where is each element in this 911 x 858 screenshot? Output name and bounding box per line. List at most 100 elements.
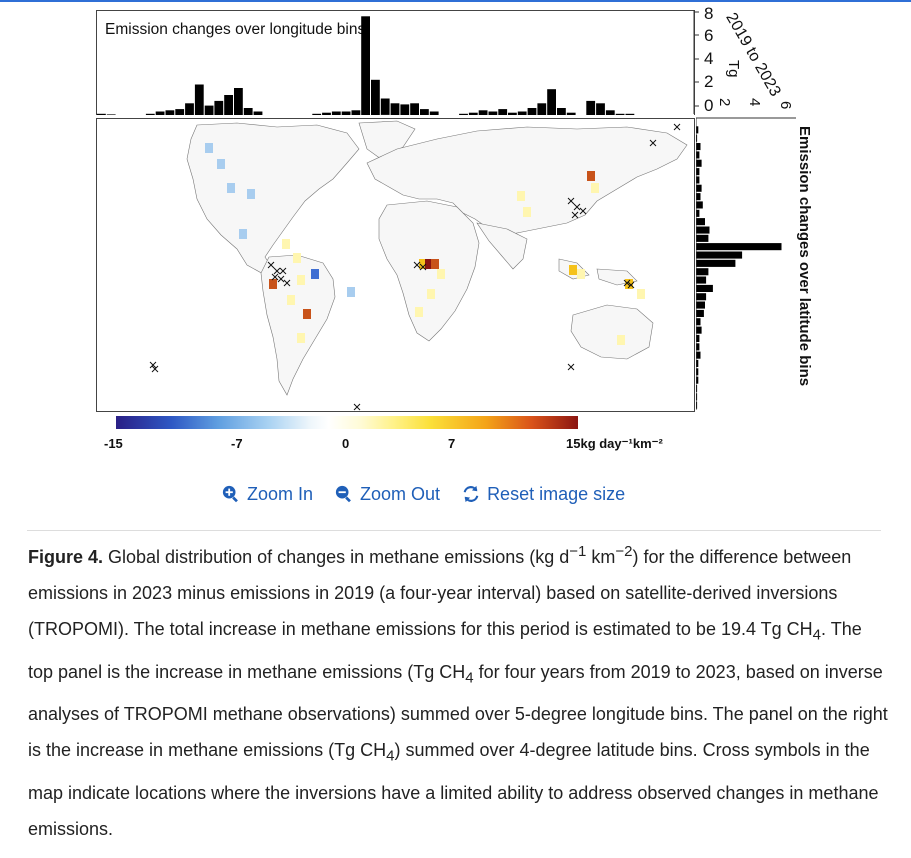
colorbar-tick-neg7: -7	[231, 436, 243, 451]
longitude-bar	[312, 113, 322, 115]
top-tick-8: 8	[704, 4, 714, 23]
right-axis	[696, 117, 796, 119]
latitude-bar	[696, 201, 703, 209]
longitude-bar	[97, 113, 106, 115]
longitude-panel-title: Emission changes over longitude bins	[105, 21, 366, 38]
top-tick-6: 6	[704, 26, 714, 45]
region-south-asia	[476, 222, 528, 270]
continent-north-america	[186, 122, 360, 276]
longitude-bar	[371, 79, 380, 115]
emission-cells	[205, 143, 645, 345]
latitude-bar	[696, 284, 713, 292]
zoom-in-label: Zoom In	[247, 483, 314, 504]
continent-australia	[570, 304, 654, 360]
caption-text-2: km	[586, 547, 616, 567]
longitude-bar	[615, 113, 625, 115]
zoom-out-button[interactable]: Zoom Out	[335, 482, 440, 506]
latitude-bar	[696, 126, 699, 134]
cross-marker	[649, 139, 657, 147]
continent-south-america	[260, 254, 336, 396]
latitude-bar	[696, 226, 710, 234]
caption-sup-2: −2	[615, 543, 633, 560]
longitude-bar-chart	[97, 16, 635, 115]
emission-cell	[419, 259, 427, 269]
emission-cell	[247, 189, 255, 199]
cross-marker	[277, 275, 285, 283]
zoom-out-label: Zoom Out	[360, 483, 441, 504]
top-tick-0: 0	[704, 96, 714, 115]
longitude-bar	[204, 105, 214, 115]
top-tick-2: 2	[704, 72, 714, 91]
emission-cell	[282, 239, 290, 249]
longitude-bar	[243, 108, 253, 115]
cross-marker	[571, 211, 579, 219]
latitude-bar	[696, 184, 702, 192]
longitude-bar	[566, 112, 576, 115]
caption-sub-2: 4	[465, 669, 474, 687]
latitude-bar	[696, 268, 709, 276]
zoom-out-icon	[335, 485, 351, 503]
longitude-bar	[478, 110, 488, 115]
divider	[27, 530, 881, 531]
cross-marker	[567, 363, 575, 371]
emission-cell	[205, 143, 213, 153]
cross-marker	[419, 263, 427, 271]
longitude-bar	[185, 103, 194, 115]
longitude-bar	[596, 103, 605, 115]
colorbar	[116, 416, 578, 429]
latitude-bar	[696, 376, 699, 384]
cross-marker	[627, 281, 635, 289]
emission-cell	[297, 275, 305, 285]
longitude-bins-panel: Emission changes over longitude bins	[96, 10, 695, 115]
longitude-bar	[390, 103, 400, 115]
longitude-bar	[400, 104, 410, 115]
caption-label: Figure 4.	[28, 547, 104, 567]
cross-marker	[579, 207, 587, 215]
latitude-bar	[696, 209, 700, 217]
top-tick-4: 4	[704, 49, 714, 68]
longitude-bar	[498, 109, 508, 115]
reset-label: Reset image size	[487, 483, 626, 504]
emission-cell	[591, 183, 599, 193]
refresh-icon	[463, 485, 479, 503]
emission-cell	[427, 289, 435, 299]
longitude-bar	[175, 109, 185, 115]
top-axis	[693, 10, 699, 114]
colorbar-tick-neg15: -15	[104, 436, 123, 451]
latitude-bar	[696, 293, 707, 301]
continent-africa	[378, 200, 480, 342]
latitude-bar	[696, 359, 699, 367]
zoom-in-button[interactable]: Zoom In	[222, 482, 313, 506]
longitude-bar	[351, 110, 361, 115]
emission-cell	[297, 333, 305, 343]
reset-image-button[interactable]: Reset image size	[462, 482, 625, 506]
latitude-bar	[696, 326, 702, 334]
longitude-bar	[527, 108, 537, 115]
emission-cell	[517, 191, 525, 201]
emission-cell	[569, 265, 577, 275]
cross-marker	[353, 403, 361, 411]
top-border	[0, 0, 911, 2]
longitude-bar	[429, 111, 439, 115]
world-map-panel	[96, 118, 695, 412]
latitude-bar	[696, 401, 698, 409]
emission-cell	[311, 269, 319, 279]
zoom-in-icon	[222, 485, 238, 503]
caption-sub-3: 4	[386, 747, 395, 765]
emission-cell	[437, 269, 445, 279]
longitude-bar	[145, 113, 155, 115]
latitude-bar	[696, 243, 782, 251]
latitude-bar	[696, 259, 736, 267]
latitude-bar	[696, 143, 701, 151]
longitude-bar	[605, 110, 615, 115]
cross-marker	[151, 365, 159, 373]
cross-markers	[149, 123, 681, 411]
longitude-bar	[557, 108, 566, 115]
emission-cell	[287, 295, 295, 305]
longitude-bar	[586, 100, 596, 115]
longitude-bar	[508, 112, 517, 115]
longitude-bar	[547, 89, 556, 115]
continent-greenland	[358, 120, 416, 160]
longitude-bar	[410, 103, 419, 115]
cross-marker	[413, 261, 421, 269]
